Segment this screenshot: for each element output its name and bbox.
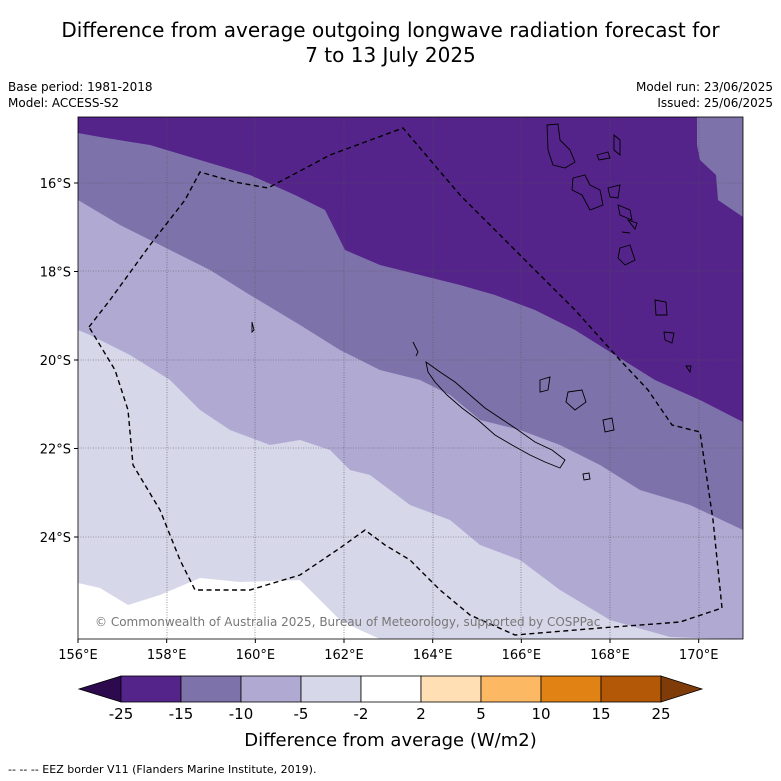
- colorbar-tick-label: 5: [476, 705, 486, 723]
- latitude-label: 18°S: [40, 266, 71, 281]
- loyalty-islands: [539, 376, 615, 433]
- coastlines: [251, 123, 692, 481]
- colorbar-tick-label: 2: [416, 705, 426, 723]
- band-minus15-minus10-east: [697, 117, 743, 217]
- colorbar-tick-label: -25: [108, 705, 134, 723]
- colorbar: [77, 675, 704, 703]
- colorbar-arrow-low: [77, 675, 122, 703]
- colorbar-title: Difference from average (W/m2): [244, 730, 537, 751]
- colorbar-segment: [120, 675, 182, 703]
- longitude-label: 164°E: [413, 648, 453, 663]
- colorbar-segment: [540, 675, 602, 703]
- isle-of-pines: [582, 472, 591, 481]
- longitude-label: 170°E: [679, 648, 719, 663]
- chesterfield-islands: [251, 321, 255, 334]
- map-frame: [77, 116, 744, 640]
- vanuatu-espiritu-santo: [546, 123, 576, 169]
- meta-left: Base period: 1981-2018 Model: ACCESS-S2: [8, 79, 153, 111]
- map-area: [78, 117, 743, 639]
- colorbar-segment: [180, 675, 242, 703]
- model-run: Model run: 23/06/2025: [635, 80, 773, 94]
- colorbar-tick-label: -10: [228, 705, 254, 723]
- colorbar-arrow-high: [660, 675, 704, 703]
- colorbar-segment: [480, 675, 542, 703]
- band-minus25-minus15: [78, 117, 743, 422]
- colorbar-tick-label: -2: [353, 705, 369, 723]
- chart-title: Difference from average outgoing longwav…: [0, 18, 781, 68]
- footer-note: -- -- -- EEZ border V11 (Flanders Marine…: [8, 763, 317, 776]
- colorbar-tick-label: -5: [293, 705, 309, 723]
- longitude-label: 162°E: [324, 648, 364, 663]
- meta-right: Model run: 23/06/2025 Issued: 25/06/2025: [636, 79, 773, 111]
- eez-border: [88, 127, 723, 636]
- longitude-label: 168°E: [590, 648, 630, 663]
- southeast-islands: [654, 299, 692, 374]
- colorbar-segment: [240, 675, 302, 703]
- new-caledonia-coast: [425, 360, 566, 469]
- latitude-label: 24°S: [40, 531, 71, 546]
- colorbar-tick-label: 10: [531, 705, 551, 723]
- longitude-label: 160°E: [236, 648, 276, 663]
- new-caledonia-north-reef: [412, 341, 419, 357]
- colorbar-segment: [600, 675, 662, 703]
- copyright-text: © Commonwealth of Australia 2025, Bureau…: [95, 615, 600, 629]
- base-period: Base period: 1981-2018: [8, 80, 153, 94]
- gridlines: [78, 117, 743, 639]
- latitude-label: 16°S: [40, 177, 71, 192]
- band-minus2-plus2: [78, 578, 380, 639]
- colorbar-segment: [360, 675, 422, 703]
- longitude-label: 166°E: [502, 648, 542, 663]
- latitude-label: 22°S: [40, 443, 71, 458]
- vanuatu-islands: [571, 134, 638, 266]
- title-line-1: Difference from average outgoing longwav…: [61, 18, 720, 42]
- colorbar-tick-label: 15: [591, 705, 611, 723]
- issued-date: Issued: 25/06/2025: [657, 96, 773, 110]
- colorbar-segment: [300, 675, 362, 703]
- model-name: Model: ACCESS-S2: [8, 96, 120, 110]
- latitude-tick-labels: 16°S 18°S 20°S 22°S 24°S: [40, 177, 78, 546]
- colorbar-tick-label: -15: [168, 705, 194, 723]
- colorbar-segment: [420, 675, 482, 703]
- latitude-label: 20°S: [40, 354, 71, 369]
- colorbar-tick-label: 25: [651, 705, 671, 723]
- title-line-2: 7 to 13 July 2025: [305, 43, 476, 67]
- longitude-label: 158°E: [147, 648, 187, 663]
- longitude-label: 156°E: [58, 648, 98, 663]
- longitude-tick-labels: 156°E 158°E 160°E 162°E 164°E 166°E 168°E 170°E: [58, 639, 718, 663]
